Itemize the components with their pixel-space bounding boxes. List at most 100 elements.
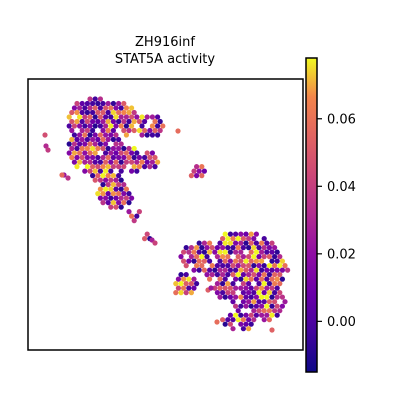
spot — [240, 290, 246, 296]
spot — [129, 105, 135, 111]
spot — [90, 109, 96, 116]
spot — [233, 294, 239, 300]
spot — [214, 245, 220, 251]
spot — [175, 285, 181, 291]
spot — [204, 272, 210, 278]
spot — [222, 267, 228, 273]
spot — [253, 267, 259, 273]
spot — [225, 317, 231, 323]
spot — [149, 114, 155, 120]
spot — [246, 263, 252, 269]
spot — [183, 263, 189, 269]
spot — [266, 317, 272, 323]
spot — [144, 114, 150, 120]
spot — [251, 254, 257, 260]
spot — [84, 154, 90, 161]
spot — [121, 191, 127, 197]
spot — [230, 263, 236, 269]
spot — [126, 127, 132, 134]
spot — [116, 200, 122, 206]
spot — [82, 132, 88, 138]
spot — [279, 294, 285, 300]
spot — [243, 294, 249, 300]
spot — [173, 281, 179, 287]
spot — [113, 114, 119, 120]
spot — [225, 290, 231, 296]
spot — [194, 254, 200, 260]
spot — [230, 245, 236, 251]
spot — [269, 312, 275, 318]
spot — [238, 294, 244, 300]
spot — [183, 245, 189, 251]
spot — [71, 150, 77, 156]
spot — [103, 123, 109, 129]
spot — [84, 109, 90, 116]
spot — [77, 132, 83, 138]
spot — [69, 118, 75, 125]
spot — [178, 254, 184, 260]
spot — [144, 231, 150, 237]
spot — [251, 299, 257, 305]
spot — [69, 127, 75, 134]
spot — [90, 136, 96, 143]
spot — [274, 267, 280, 273]
spot — [188, 254, 194, 260]
spot — [92, 159, 98, 165]
spot — [79, 145, 85, 152]
spot — [256, 290, 262, 296]
spot — [238, 249, 244, 255]
spot — [108, 204, 114, 210]
spot — [220, 290, 226, 296]
spot — [264, 294, 270, 300]
spot — [207, 276, 213, 282]
spot — [87, 105, 93, 111]
spot — [227, 285, 233, 291]
spot — [243, 312, 249, 318]
spot — [157, 118, 163, 125]
spot — [186, 249, 192, 255]
spot — [230, 299, 236, 305]
spot — [186, 258, 192, 264]
spot — [212, 249, 218, 255]
spot — [181, 249, 187, 255]
spot — [147, 164, 153, 170]
spot — [110, 136, 116, 143]
spot — [118, 177, 124, 183]
spot — [256, 254, 262, 260]
spot — [92, 96, 98, 102]
spot — [113, 186, 119, 192]
spot — [240, 263, 246, 269]
spot — [71, 132, 77, 138]
spot — [264, 267, 270, 273]
spot — [95, 145, 101, 152]
spot — [74, 118, 80, 125]
spot — [233, 258, 239, 264]
spot — [199, 164, 205, 170]
spot — [108, 150, 114, 156]
spot — [251, 290, 257, 296]
spot — [100, 191, 106, 197]
spot — [201, 168, 207, 174]
spot — [199, 173, 205, 179]
spot — [123, 195, 129, 201]
spot — [105, 127, 111, 134]
spot — [110, 100, 116, 107]
spot — [222, 231, 228, 237]
spot — [100, 136, 106, 143]
spot — [256, 299, 262, 305]
spot — [246, 236, 252, 242]
spot — [246, 326, 252, 332]
spot — [92, 150, 98, 156]
spot — [227, 294, 233, 300]
spot — [266, 308, 272, 314]
spot — [105, 100, 111, 107]
spot — [74, 136, 80, 143]
spot — [235, 263, 241, 269]
spot — [201, 267, 207, 273]
spot — [105, 136, 111, 143]
spot — [186, 285, 192, 291]
spot — [131, 118, 137, 125]
spot — [269, 303, 275, 309]
spot — [269, 276, 275, 282]
spot — [222, 294, 228, 300]
